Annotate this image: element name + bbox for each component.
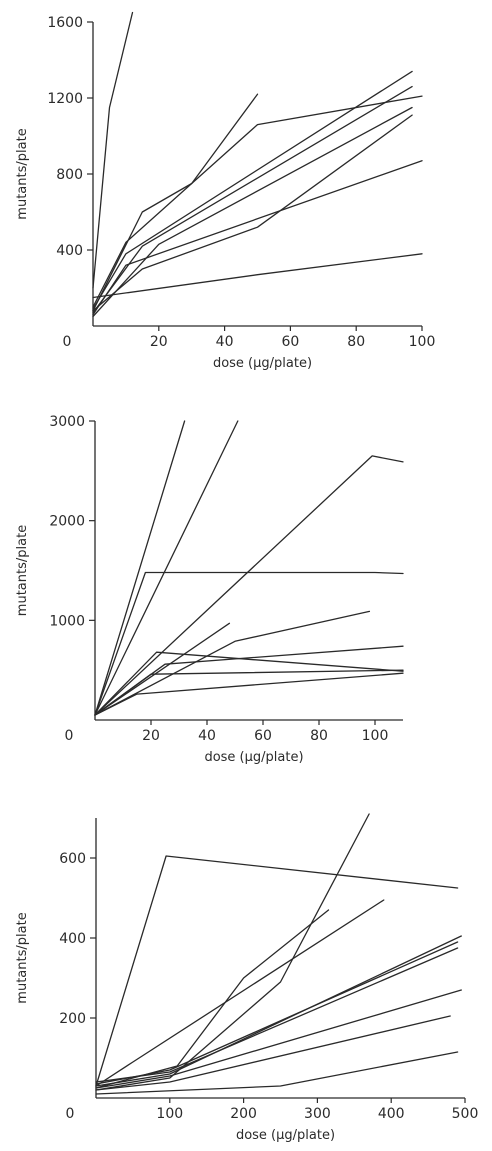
panel-3-series-7-line [95, 989, 462, 1089]
panel-3-y-tick-label: 600 [59, 851, 86, 867]
panel-2-x-tick-label: 80 [310, 728, 328, 744]
panel-2-series-9-line [94, 672, 404, 716]
panel-1-series-2-line [92, 253, 423, 299]
panel-1-x-tick-label: 40 [216, 334, 234, 350]
panel-2-x-tick-label: 20 [142, 728, 160, 744]
panel-2-series-2-line [94, 420, 239, 716]
panel-1-series-4-line [92, 95, 423, 308]
panel-3-series-1-line [95, 855, 459, 1087]
panel-2-y-axis-title: mutants/plate [15, 525, 30, 616]
panel-1-y-tick-label: 1600 [47, 15, 83, 31]
panel-3-series-4-line [95, 899, 385, 1087]
panel-2-series-4-line [94, 571, 404, 716]
panel-1-x-tick-label: 60 [281, 334, 299, 350]
panel-1-origin-label: 0 [63, 334, 72, 350]
panel-1-series-5-line [92, 70, 413, 310]
panel-2-x-tick-label: 40 [198, 728, 216, 744]
panel-2-series-8-line [94, 669, 404, 716]
panel-3-x-tick-label: 300 [304, 1106, 331, 1122]
panel-3-series-3-line [95, 909, 330, 1089]
panel-1-series-1-line [92, 11, 134, 289]
panel-3-series-10-line [95, 947, 459, 1083]
panel-3-x-tick-label: 100 [156, 1106, 183, 1122]
panel-1-y-tick-label: 1200 [47, 91, 83, 107]
panel-2-x-axis-title: dose (μg/plate) [204, 750, 303, 765]
panel-2-series-5-line [94, 610, 371, 716]
panel-1-series-7-line [92, 114, 413, 312]
panel-1-series-6-line [92, 85, 413, 314]
panel-2-y-tick-label: 2000 [49, 514, 85, 530]
panel-1-y-axis-title: mutants/plate [15, 128, 30, 219]
panel-2-series-1-line [94, 420, 186, 716]
panel-2-series-6-line [94, 622, 231, 716]
panel-1-x-tick-label: 100 [409, 334, 436, 350]
panel-3-series-6-line [95, 1015, 451, 1091]
panel-3-x-tick-label: 200 [230, 1106, 257, 1122]
panel-2-y-tick-label: 3000 [49, 414, 85, 430]
panel-3-series-8-line [95, 935, 462, 1087]
panel-2-y-tick-label: 1000 [49, 613, 85, 629]
panel-1-x-axis-title: dose (μg/plate) [213, 356, 312, 371]
panel-1-series-3-line [92, 93, 259, 312]
panel-3-series-5-line [95, 1051, 459, 1095]
panel-3-series-2-line [95, 813, 370, 1091]
panel-3-x-tick-label: 500 [452, 1106, 479, 1122]
panel-2-series-10-line [94, 651, 404, 716]
panel-2-origin-label: 0 [65, 728, 74, 744]
panel-3-origin-label: 0 [66, 1106, 75, 1122]
panel-3-y-tick-label: 400 [59, 931, 86, 947]
panel-3-x-axis-title: dose (μg/plate) [236, 1128, 335, 1143]
panel-2-series-3-line [94, 455, 404, 716]
panel-1-x-tick-label: 80 [347, 334, 365, 350]
panel-1-x-tick-label: 20 [150, 334, 168, 350]
panel-2-x-tick-label: 100 [362, 728, 389, 744]
panel-1-y-tick-label: 400 [56, 243, 83, 259]
panel-1-y-tick-label: 800 [56, 167, 83, 183]
panel-3-y-tick-label: 200 [59, 1011, 86, 1027]
panel-1-series-9-line [92, 106, 413, 318]
panel-3-x-tick-label: 400 [378, 1106, 405, 1122]
panel-2-x-tick-label: 60 [254, 728, 272, 744]
panel-1-series-8-line [92, 160, 423, 316]
panel-3-y-axis-title: mutants/plate [15, 912, 30, 1003]
panel-3-series-9-line [95, 941, 459, 1085]
